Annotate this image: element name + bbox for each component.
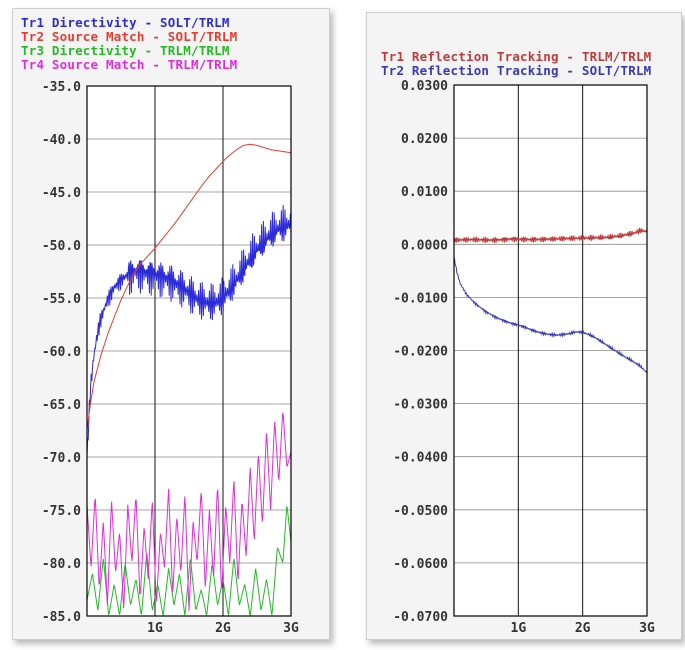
left-series-line-4 [87, 412, 291, 611]
left-chart-svg: -35.0 -40.0 -45.0 -50.0 -55.0 -60.0 -65.0 -70.0… [42, 80, 299, 636]
right-y-tick-label: -0.0700 [393, 610, 448, 625]
left-series-line-2 [87, 143, 291, 431]
left-y-tick-label: -50.0 [42, 239, 81, 254]
right-y-tick-label: -0.0600 [393, 557, 448, 572]
legend-tr2-source-match: Tr2 Source Match - SOLT/TRLM [21, 29, 238, 44]
left-x-tick-label: 1G [147, 621, 163, 636]
right-x-tick-label: 1G [511, 621, 527, 636]
left-y-tick-label: -65.0 [42, 398, 81, 413]
left-y-tick-label: -45.0 [42, 186, 81, 201]
legend-tr1-reflection-tracking: Tr1 Reflection Tracking - TRLM/TRLM [381, 49, 652, 64]
legend-tr2-reflection-tracking: Tr2 Reflection Tracking - SOLT/TRLM [381, 63, 652, 78]
right-y-tick-label: -0.0200 [393, 345, 448, 360]
right-x-tick-label: 2G [575, 621, 591, 636]
right-y-tick-label: 0.0100 [401, 185, 448, 200]
right-series-line-2 [454, 257, 647, 374]
left-y-tick-label: -75.0 [42, 504, 81, 519]
left-y-tick-label: -70.0 [42, 451, 81, 466]
left-y-tick-label: -40.0 [42, 133, 81, 148]
legend-tr3-directivity: Tr3 Directivity - TRLM/TRLM [21, 43, 230, 58]
left-plot-frame [86, 85, 292, 617]
left-series-line-1 [87, 205, 291, 458]
right-series-line-1 [454, 227, 647, 244]
right-y-tick-label: -0.0500 [393, 504, 448, 519]
right-y-tick-label: -0.0300 [393, 398, 448, 413]
left-y-tick-label: -85.0 [42, 610, 81, 625]
left-series-line-3 [87, 506, 291, 616]
right-y-tick-label: 0.0200 [401, 132, 448, 147]
legend-tr4-source-match: Tr4 Source Match - TRLM/TRLM [21, 57, 238, 72]
right-y-tick-label: 0.0300 [401, 79, 448, 94]
right-x-tick-label: 3G [639, 621, 655, 636]
right-plot-frame [453, 84, 648, 617]
left-y-tick-label: -80.0 [42, 557, 81, 572]
right-y-tick-label: 0.0000 [401, 238, 448, 253]
left-x-tick-label: 2G [215, 621, 231, 636]
right-y-tick-label: -0.0400 [393, 451, 448, 466]
legend-tr1-directivity: Tr1 Directivity - SOLT/TRLM [21, 15, 230, 30]
left-x-tick-label: 3G [283, 621, 299, 636]
right-y-tick-label: -0.0100 [393, 291, 448, 306]
right-chart-panel: Tr1 Reflection Tracking - TRLM/TRLM Tr2 … [366, 12, 682, 640]
left-y-tick-label: -35.0 [42, 80, 81, 95]
left-y-tick-label: -60.0 [42, 345, 81, 360]
left-y-tick-label: -55.0 [42, 292, 81, 307]
left-chart-panel: Tr1 Directivity - SOLT/TRLM Tr2 Source M… [12, 8, 330, 640]
right-chart-svg: 0.0300 0.0200 0.0100 0.0000 -0.0100 -0.0200 -0… [393, 79, 655, 636]
